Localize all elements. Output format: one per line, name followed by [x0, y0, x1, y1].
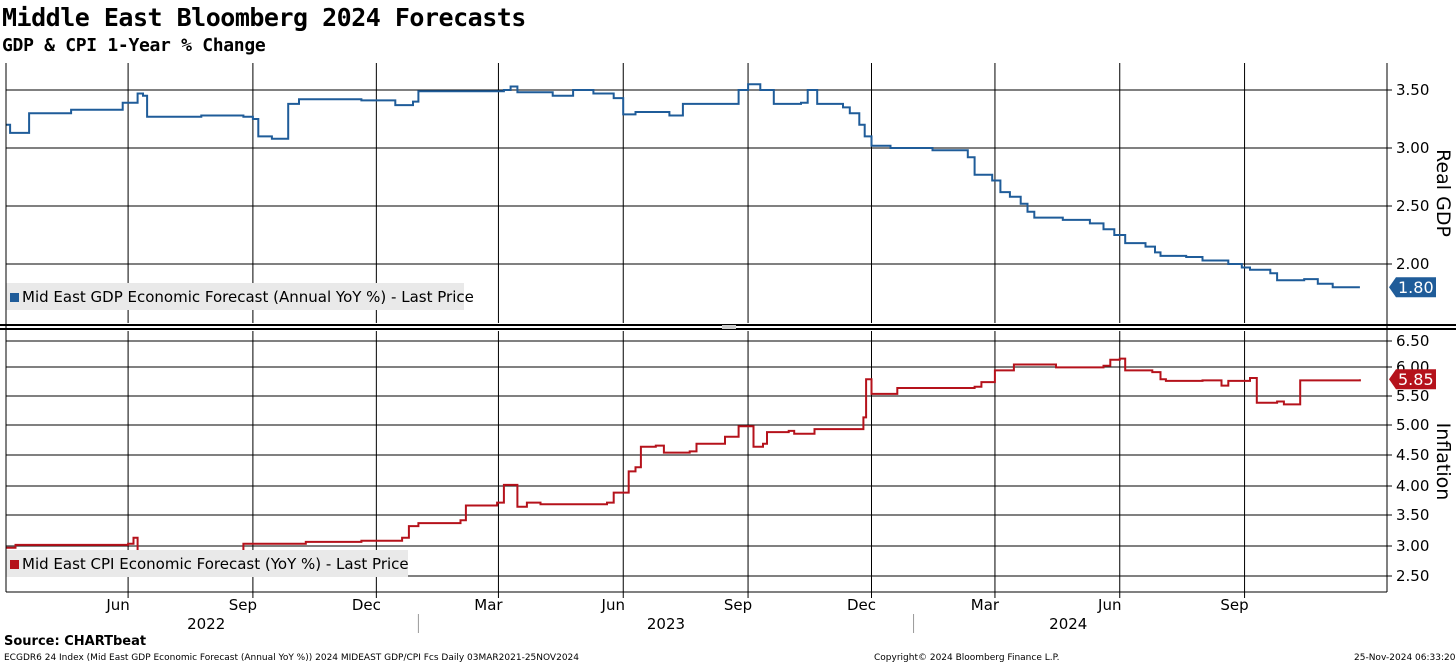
chart-title: Middle East Bloomberg 2024 Forecasts: [2, 3, 526, 32]
footer-index-info: ECGDR6 24 Index (Mid East GDP Economic F…: [4, 653, 579, 663]
last-value-tag-bg: [1389, 277, 1436, 298]
x-tick-label: Mar: [474, 596, 503, 614]
y-tick-label: 4.00: [1396, 477, 1429, 495]
legend-background: [6, 283, 464, 310]
x-tick-label: Mar: [971, 596, 1000, 614]
series-line-gdp: [6, 83, 1360, 289]
axis-title: Inflation: [1432, 423, 1454, 501]
y-tick-label: 3.00: [1396, 537, 1429, 555]
footer-timestamp: 25-Nov-2024 06:33:20: [1354, 653, 1456, 663]
legend-swatch: [10, 560, 19, 569]
y-tick-label: 2.50: [1396, 567, 1429, 585]
y-tick-label: 5.50: [1396, 387, 1429, 405]
x-year-label: 2023: [647, 615, 685, 633]
y-tick-label: 2.50: [1396, 197, 1429, 215]
plot-background: [6, 63, 1387, 592]
panel-inflation: 6.506.005.505.004.504.003.503.002.50Mid …: [6, 331, 1454, 592]
source-label: Source: CHARTbeat: [4, 634, 147, 649]
legend-swatch: [10, 293, 19, 302]
y-tick-label: 6.50: [1396, 332, 1429, 350]
last-value-tag-gdp: 1.80: [1389, 277, 1436, 298]
x-tick-label: Dec: [847, 596, 876, 614]
last-value-label: 1.80: [1398, 278, 1434, 297]
x-tick-label: Sep: [229, 596, 257, 614]
panel-gdp: 3.50 3.00 2.50 2.00 Mid East GDP Economic Fo…: [6, 63, 1454, 323]
legend-label: Mid East GDP Economic Forecast (Annual Y…: [22, 288, 474, 306]
y-tick-label: 2.00: [1396, 255, 1429, 273]
x-tick-label: Jun: [601, 596, 625, 614]
legend-background: [6, 550, 408, 577]
series-line-cpi: [6, 357, 1361, 554]
y-tick-label: 3.50: [1396, 81, 1429, 99]
panel-splitter-handle: [722, 325, 736, 329]
footer-copyright: Copyright© 2024 Bloomberg Finance L.P.: [874, 653, 1060, 663]
x-tick-label: Sep: [724, 596, 752, 614]
last-value-tag-cpi: 5.85: [1389, 369, 1436, 390]
x-year-label: 2024: [1049, 615, 1087, 633]
x-tick-label: Jun: [1097, 596, 1121, 614]
y-tick-label: 3.50: [1396, 506, 1429, 524]
x-tick-label: Dec: [352, 596, 381, 614]
x-year-label: 2022: [187, 615, 225, 633]
last-value-tag-bg: [1389, 369, 1436, 390]
axis-title: Real GDP: [1432, 149, 1454, 237]
legend-gdp: Mid East GDP Economic Forecast (Annual Y…: [6, 283, 474, 310]
y-tick-label: 4.50: [1396, 446, 1429, 464]
legend-label: Mid East CPI Economic Forecast (YoY %) -…: [22, 555, 409, 573]
y-tick-label: 5.00: [1396, 416, 1429, 434]
x-tick-label: Sep: [1220, 596, 1248, 614]
legend-cpi: Mid East CPI Economic Forecast (YoY %) -…: [6, 550, 409, 577]
chart-subtitle: GDP & CPI 1-Year % Change: [2, 35, 266, 56]
x-tick-label: Jun: [105, 596, 129, 614]
last-value-label: 5.85: [1398, 370, 1434, 389]
y-tick-label: 3.00: [1396, 139, 1429, 157]
